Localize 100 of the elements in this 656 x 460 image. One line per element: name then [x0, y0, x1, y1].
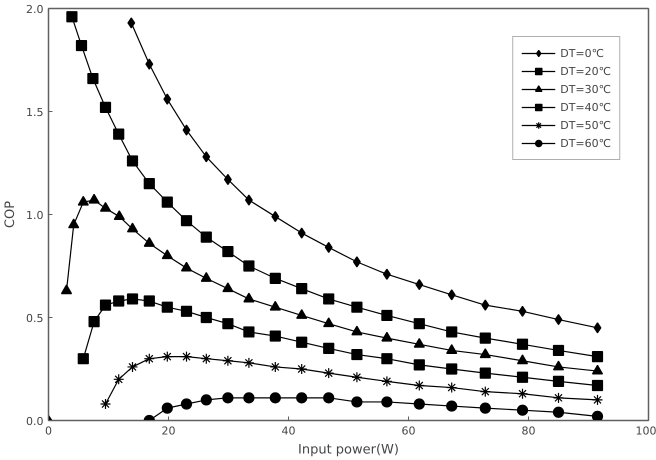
point: [323, 293, 334, 305]
point: [144, 353, 155, 364]
point: [414, 359, 425, 370]
point: [552, 376, 564, 387]
y-tick-label: 0.5: [26, 312, 44, 325]
point: [114, 210, 125, 220]
point: [270, 300, 281, 311]
point: [323, 317, 334, 328]
point: [180, 215, 192, 226]
point: [552, 406, 564, 418]
point: [296, 363, 308, 375]
point: [480, 386, 491, 398]
point: [414, 318, 425, 330]
point: [516, 388, 528, 400]
point: [126, 293, 138, 305]
point: [162, 302, 173, 313]
point: [180, 398, 192, 410]
point: [446, 400, 458, 412]
point: [271, 210, 280, 222]
point: [180, 306, 192, 317]
point: [127, 17, 136, 29]
point: [144, 295, 155, 307]
point: [180, 262, 192, 272]
point: [592, 410, 604, 420]
point: [243, 392, 254, 404]
point: [446, 344, 458, 354]
point: [381, 396, 392, 408]
point: [516, 354, 528, 364]
point: [200, 272, 212, 282]
point: [552, 344, 564, 356]
point: [163, 94, 172, 105]
point: [381, 310, 392, 322]
point: [352, 256, 361, 268]
point: [415, 278, 424, 290]
point: [145, 58, 154, 70]
point: [480, 332, 491, 344]
point: [592, 380, 604, 392]
point: [446, 382, 458, 394]
point: [351, 302, 362, 313]
x-tick-label: 60: [402, 424, 416, 438]
y-axis-title: COP: [3, 200, 18, 228]
x-tick-label: 20: [162, 424, 176, 438]
point: [222, 246, 234, 258]
point: [516, 372, 528, 383]
point: [100, 398, 112, 410]
legend-label: DT=0℃: [560, 46, 604, 61]
point: [200, 353, 212, 364]
point: [100, 102, 112, 113]
point: [66, 11, 78, 22]
x-axis-title: Input power(W): [298, 442, 399, 458]
point: [381, 332, 392, 342]
point: [552, 360, 564, 370]
point: [78, 196, 89, 206]
point: [481, 300, 490, 311]
y-tick-label: 1.5: [26, 106, 44, 119]
point: [448, 289, 456, 300]
point: [78, 353, 89, 364]
point: [126, 361, 138, 373]
point: [446, 326, 458, 338]
legend-label: DT=20℃: [560, 64, 611, 79]
point: [162, 402, 173, 414]
point: [270, 392, 281, 404]
point: [382, 268, 391, 280]
point: [200, 394, 212, 406]
point: [592, 394, 604, 406]
point: [144, 178, 155, 190]
legend-label: DT=30℃: [560, 82, 611, 97]
point: [552, 392, 564, 404]
point: [480, 402, 491, 414]
point: [270, 330, 281, 342]
y-tick-label: 0.0: [26, 415, 44, 428]
point: [480, 368, 491, 379]
point: [592, 351, 604, 362]
point: [200, 232, 212, 243]
point: [243, 357, 254, 368]
point: [296, 309, 308, 319]
point: [323, 392, 334, 404]
x-tick-label: 0: [45, 424, 52, 438]
point: [126, 222, 138, 232]
point: [162, 196, 173, 208]
y-tick-label: 2.0: [26, 3, 44, 16]
point: [162, 351, 173, 362]
point: [200, 312, 212, 324]
point: [351, 372, 362, 383]
point: [244, 194, 253, 206]
point: [351, 348, 362, 360]
point: [60, 284, 72, 294]
point: [296, 336, 308, 348]
point: [516, 404, 528, 416]
point: [296, 392, 308, 404]
legend-label: DT=50℃: [560, 118, 611, 133]
point: [381, 376, 392, 387]
point: [324, 242, 333, 254]
x-tick-label: 100: [636, 424, 656, 438]
point: [243, 292, 254, 302]
point: [270, 272, 281, 284]
point: [323, 368, 334, 379]
point: [113, 374, 124, 385]
point: [296, 283, 308, 294]
point: [126, 155, 138, 167]
